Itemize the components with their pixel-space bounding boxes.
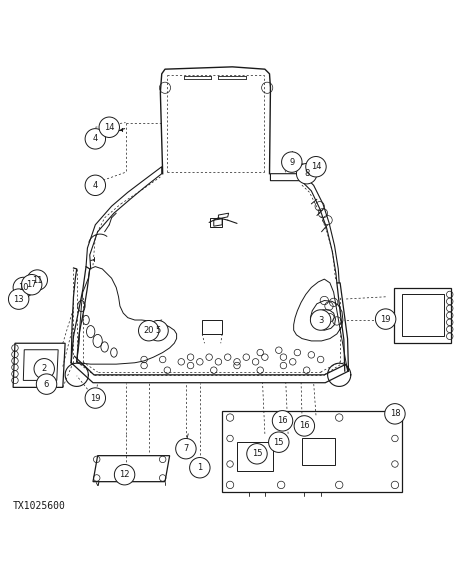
Text: 4: 4 (93, 135, 98, 143)
Text: 2: 2 (42, 365, 47, 373)
Circle shape (13, 277, 34, 298)
Text: 4: 4 (93, 181, 98, 190)
Text: 7: 7 (183, 444, 189, 453)
Text: 12: 12 (119, 470, 130, 479)
Text: 19: 19 (90, 393, 100, 402)
Circle shape (282, 152, 302, 172)
Circle shape (21, 274, 42, 295)
Text: 6: 6 (44, 380, 49, 389)
Circle shape (36, 374, 57, 394)
Text: 17: 17 (27, 280, 37, 289)
Circle shape (247, 443, 267, 464)
Circle shape (385, 404, 405, 424)
Circle shape (27, 270, 47, 290)
Text: 14: 14 (104, 122, 115, 132)
Circle shape (148, 320, 168, 341)
Circle shape (85, 129, 106, 149)
Circle shape (34, 359, 55, 379)
Text: 5: 5 (155, 326, 161, 335)
Circle shape (176, 439, 196, 459)
Circle shape (114, 465, 135, 485)
Text: 16: 16 (277, 416, 288, 426)
Text: 8: 8 (304, 169, 310, 178)
Circle shape (296, 163, 317, 184)
Text: 19: 19 (381, 315, 391, 324)
Text: 15: 15 (273, 438, 284, 447)
Circle shape (294, 416, 315, 436)
Text: 20: 20 (144, 326, 154, 335)
Circle shape (306, 156, 326, 177)
Circle shape (375, 309, 396, 329)
Circle shape (310, 310, 331, 330)
Circle shape (190, 458, 210, 478)
Text: 3: 3 (318, 316, 323, 324)
Text: 11: 11 (32, 275, 43, 285)
Circle shape (272, 411, 293, 431)
Text: 13: 13 (13, 294, 24, 304)
Circle shape (9, 289, 29, 309)
Text: 18: 18 (390, 409, 400, 419)
Text: 14: 14 (311, 162, 321, 171)
Text: 10: 10 (18, 283, 28, 292)
Text: TX1025600: TX1025600 (13, 501, 66, 511)
Circle shape (85, 175, 106, 196)
Circle shape (269, 432, 289, 453)
Circle shape (138, 320, 159, 341)
Text: 15: 15 (252, 449, 262, 458)
Circle shape (99, 117, 119, 137)
Circle shape (85, 388, 106, 408)
Text: 16: 16 (299, 421, 310, 431)
Text: 9: 9 (289, 158, 294, 167)
Text: 1: 1 (197, 463, 202, 472)
